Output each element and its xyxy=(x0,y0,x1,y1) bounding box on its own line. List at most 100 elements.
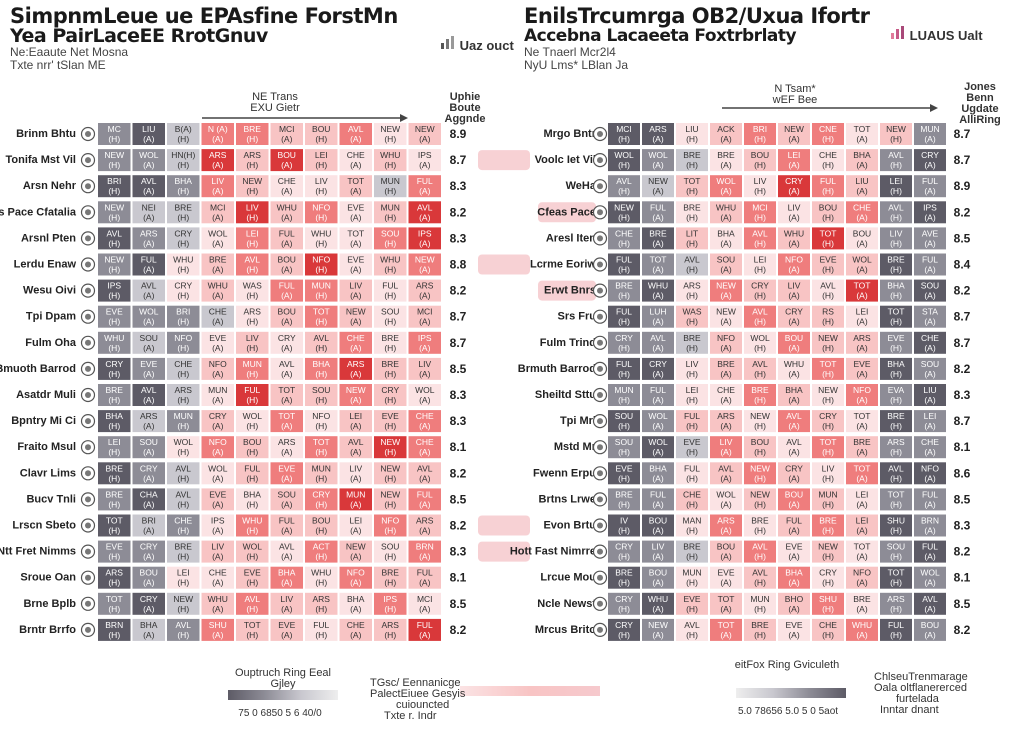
fixture-cell-label: NFO xyxy=(174,333,192,343)
fixture-cell-label: AVE xyxy=(922,228,939,238)
team-label: Lcrme Eoriw xyxy=(530,259,596,271)
fixture-cell-venue: (H) xyxy=(686,578,698,588)
fixture-cell xyxy=(305,462,338,485)
fixture-cell-label: AVL xyxy=(752,307,768,317)
fixture-cell xyxy=(374,618,407,641)
fixture-cell-venue: (A) xyxy=(856,343,868,353)
highlight-pill xyxy=(478,150,530,171)
team-crest-center xyxy=(597,548,603,555)
fixture-cell-venue: (A) xyxy=(350,265,362,275)
fixture-cell-venue: (H) xyxy=(822,473,834,483)
fixture-cell xyxy=(167,488,200,511)
fixture-cell-venue: (H) xyxy=(108,160,120,170)
fixture-cell-label: BHA xyxy=(313,359,331,369)
fixture-cell-label: IPS xyxy=(383,594,397,604)
fixture-cell-venue: (H) xyxy=(108,134,120,144)
fixture-cell-label: WOL xyxy=(852,255,872,265)
fixture-cell xyxy=(236,227,269,250)
fixture-cell xyxy=(236,175,269,198)
fixture-cell-venue: (H) xyxy=(108,395,120,405)
fixture-cell-venue: (H) xyxy=(890,578,902,588)
fixture-cell-venue: (H) xyxy=(686,473,698,483)
team-crest-center xyxy=(85,287,91,294)
fixture-cell xyxy=(270,331,303,354)
fixture-cell xyxy=(98,514,131,537)
fixture-cell-label: BOU xyxy=(649,568,667,578)
fixture-cell-venue: (A) xyxy=(212,369,224,379)
fixture-cell-label: NEW xyxy=(346,307,366,317)
fixture-cell-venue: (H) xyxy=(890,447,902,457)
fixture-cell-venue: (H) xyxy=(890,291,902,301)
fixture-cell xyxy=(236,201,269,224)
fixture-cell xyxy=(914,540,946,563)
fixture-cell xyxy=(339,123,372,145)
fixture-cell xyxy=(270,410,303,433)
fixture-cell xyxy=(778,227,810,250)
fixture-cell-venue: (H) xyxy=(618,578,630,588)
fixture-cell xyxy=(374,488,407,511)
fixture-cell-label: BRE xyxy=(717,359,735,369)
fixture-cell-venue: (A) xyxy=(281,186,293,196)
fixture-cell xyxy=(710,305,742,328)
left-legend-title: Ouptruch Ring Eeal Gjley xyxy=(235,667,331,690)
fixture-cell-venue: (A) xyxy=(788,238,800,248)
fixture-cell-venue: (H) xyxy=(177,160,189,170)
fixture-cell-label: LIU xyxy=(855,176,868,186)
fixture-cell xyxy=(339,279,372,302)
fixture-cell-label: ARS xyxy=(278,437,296,447)
fixture-cell xyxy=(270,305,303,328)
fixture-cell-label: BOU xyxy=(853,228,871,238)
fixture-cell-venue: (A) xyxy=(788,578,800,588)
fixture-cell-venue: (H) xyxy=(108,265,120,275)
team-label: Evon Brtu xyxy=(543,520,596,532)
fixture-cell-venue: (H) xyxy=(686,212,698,222)
fixture-cell xyxy=(132,253,165,276)
fixture-cell xyxy=(305,410,338,433)
fixture-cell-label: NEW xyxy=(173,594,193,604)
fixture-cell xyxy=(608,357,640,380)
fixture-cell xyxy=(608,123,640,145)
fixture-cell xyxy=(408,488,441,511)
fixture-cell-venue: (H) xyxy=(754,552,766,562)
team-crest-icon xyxy=(592,622,608,638)
fixture-cell xyxy=(778,514,810,537)
fixture-cell xyxy=(642,462,674,485)
fixture-cell-venue: (H) xyxy=(108,552,120,562)
team-label: Arsn Nehr xyxy=(23,180,77,192)
team-crest-center xyxy=(85,365,91,372)
fixture-cell xyxy=(167,123,200,145)
fixture-cell xyxy=(167,227,200,250)
team-label: Bpntry Mi Ci xyxy=(11,415,76,427)
team-crest-center xyxy=(85,261,91,268)
fixture-cell-label: FUL xyxy=(417,568,433,578)
fixture-cell-label: BRE xyxy=(683,202,701,212)
fixture-cell-venue: (A) xyxy=(720,604,732,614)
fixture-cell xyxy=(608,488,640,511)
fixture-cell-label: FUL xyxy=(650,489,666,499)
fixture-cell-venue: (H) xyxy=(822,526,834,536)
fixture-cell xyxy=(236,540,269,563)
fixture-cell-venue: (A) xyxy=(856,578,868,588)
fixture-cell xyxy=(305,540,338,563)
fixture-cell xyxy=(201,227,234,250)
fixture-cell xyxy=(201,384,234,406)
fixture-cell-label: BRE xyxy=(683,150,701,160)
fixture-cell xyxy=(374,592,407,615)
fixture-cell-venue: (A) xyxy=(350,395,362,405)
rating-value: 8.5 xyxy=(450,597,467,611)
fixture-cell-venue: (H) xyxy=(246,238,258,248)
fixture-cell xyxy=(846,384,878,406)
fixture-cell-label: FUL xyxy=(616,255,632,265)
fixture-cell-label: SOU xyxy=(615,411,633,421)
fixture-cell xyxy=(642,331,674,354)
fixture-cell-venue: (A) xyxy=(350,499,362,509)
fixture-cell-label: BOU xyxy=(921,620,939,630)
fixture-cell-venue: (A) xyxy=(350,526,362,536)
fixture-cell xyxy=(167,436,200,459)
fixture-cell-venue: (A) xyxy=(924,212,936,222)
fixture-cell xyxy=(744,331,776,354)
fixture-cell-venue: (H) xyxy=(754,186,766,196)
fixture-cell-label: ARS xyxy=(717,516,735,526)
fixture-cell-label: HN(H) xyxy=(171,150,195,160)
fixture-cell-label: CRY xyxy=(751,281,769,291)
